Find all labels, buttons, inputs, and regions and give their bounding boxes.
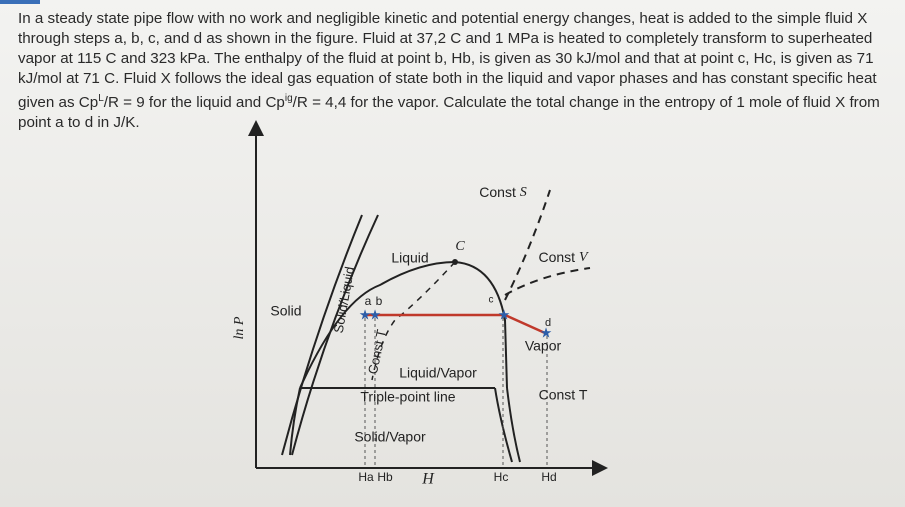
critical-point (452, 259, 458, 265)
point-label: c (489, 295, 494, 306)
problem-text: In a steady state pipe flow with no work… (18, 9, 892, 133)
y-axis-label: ln P (232, 316, 247, 339)
line-label: Const T (539, 387, 588, 403)
point-marker: ★ (369, 307, 382, 323)
line-label: Const T (365, 328, 389, 375)
problem-part: /R = 4,4 for the vapor. Calculate the to… (18, 94, 880, 132)
region-label: Solid (270, 303, 301, 319)
line-label-word: Const (538, 249, 575, 265)
fusion-line (281, 214, 363, 456)
process-line (504, 313, 546, 335)
region-label: Vapor (525, 338, 562, 354)
line-label: Const S (479, 184, 526, 201)
line-label-word: Const (479, 184, 516, 200)
saturation-dome (299, 260, 508, 389)
enthalpy-label: Ha (358, 470, 374, 484)
region-label: Solid/Vapor (354, 429, 426, 445)
point-marker: ★ (540, 325, 553, 341)
vapor-line (506, 387, 521, 463)
x-axis-label: H (421, 471, 435, 488)
region-label: Liquid/Vapor (399, 365, 477, 381)
critical-point-label: C (455, 239, 465, 254)
problem-part: In a steady state pipe flow with no work… (18, 10, 877, 112)
enthalpy-label: Hd (541, 470, 556, 484)
solid-vapor-line (494, 387, 513, 463)
enthalpy-label: Hc (494, 470, 509, 484)
superscript: ig (284, 93, 293, 104)
fusion-line (291, 214, 379, 456)
const-v-line (504, 267, 591, 296)
region-label: Triple-point line (360, 389, 455, 405)
point-label: d (545, 317, 551, 329)
solid-vapor-line (289, 387, 301, 456)
point-marker: ★ (359, 307, 372, 323)
point-marker: ★ (498, 307, 511, 323)
const-s-line (504, 189, 551, 301)
line-label: Const V (538, 249, 588, 266)
region-label: Solid/Liquid (331, 265, 357, 334)
region-label: Liquid (391, 250, 428, 266)
superscript: L (98, 93, 104, 104)
point-label: b (376, 294, 383, 308)
point-label: a (365, 294, 372, 308)
top-bar (0, 0, 40, 4)
enthalpy-label: Hb (377, 470, 393, 484)
line-label-symbol: V (579, 250, 589, 265)
const-t-line (371, 261, 456, 381)
line-label-symbol: S (520, 185, 527, 200)
problem-part: /R = 9 for the liquid and Cp (103, 94, 285, 112)
